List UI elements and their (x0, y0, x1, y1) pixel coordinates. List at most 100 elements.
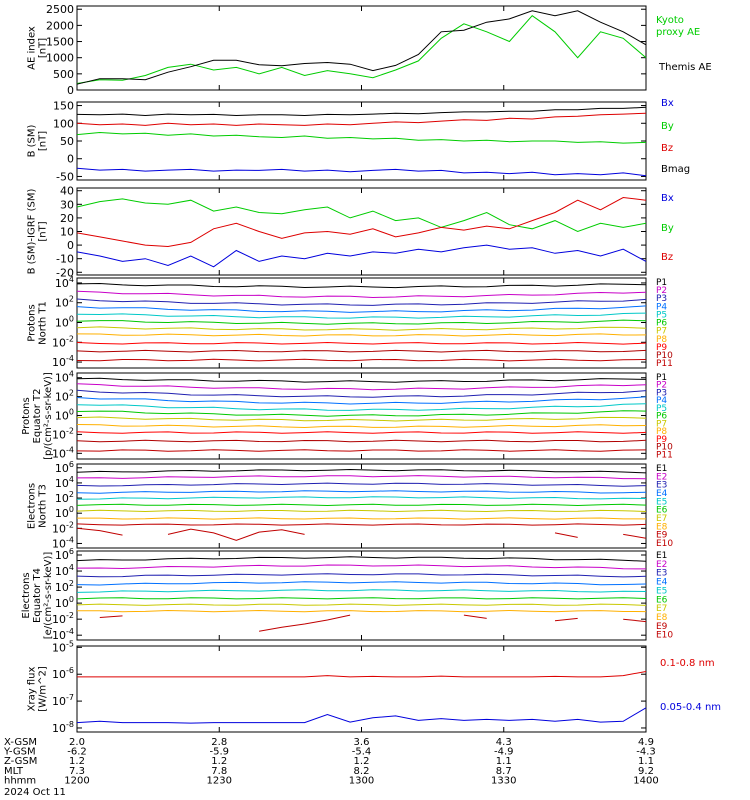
channel-line-e4 (76, 581, 647, 586)
legend-channel-p1: P1 (656, 278, 667, 288)
y-axis-label: ProtonsEquator T2[p/(cm²-s-sr-keV)] (21, 372, 54, 460)
y-tick-label: 100 (55, 505, 74, 520)
series-line-bz (76, 112, 647, 126)
legend-xray-band: 0.1-0.8 nm (660, 658, 715, 669)
channel-line-e7 (76, 603, 647, 606)
panel-b-sm: 150 100 50 0 -50 B (SM)[nT] Bx By Bz Bmag (27, 98, 691, 183)
x-axis-value: 1200 (64, 775, 89, 786)
channel-line-e3 (76, 573, 647, 578)
y-tick-label: 10-6 (52, 666, 74, 681)
legend-channel-e9: E9 (656, 622, 668, 632)
y-axis-label: B (SM)[nT] (27, 124, 49, 157)
y-tick-label: 2000 (46, 19, 74, 32)
legend-channel-p4: P4 (656, 302, 667, 312)
y-tick-label: 100 (55, 595, 74, 610)
y-tick-label: 102 (55, 579, 74, 594)
legend-channel-e8: E8 (656, 613, 668, 623)
x-axis-value: 8.2 (354, 766, 370, 777)
x-axis-value: 8.7 (496, 766, 512, 777)
y-tick-label: 1500 (46, 36, 74, 49)
y-tick-label: -10 (56, 253, 74, 266)
channel-line-e8 (77, 609, 647, 613)
series-line-0-1-0-8-nm (77, 671, 647, 678)
y-tick-label: 100 (55, 315, 74, 330)
channel-line-p4 (76, 396, 647, 405)
x-axis-value: 1.2 (69, 756, 85, 767)
y-tick-label: 50 (60, 135, 74, 148)
legend-channel-e5: E5 (656, 586, 667, 596)
panel-frame (76, 645, 647, 733)
y-tick-label: 104 (55, 275, 74, 290)
legend-channel-e6: E6 (656, 595, 668, 605)
channel-line-p2 (76, 383, 647, 391)
panel-ae-index: 2500 2000 1500 1000 500 0 AE index[nT] (27, 3, 647, 97)
x-axis-value: 7.8 (211, 766, 227, 777)
series-line-themis-ae (76, 10, 647, 85)
x-axis-value: 3.6 (354, 737, 370, 748)
y-axis-label: Xray flux[W/m^2] (27, 666, 49, 712)
legend-channel-p11: P11 (656, 359, 673, 369)
channel-line-e9 (76, 523, 647, 526)
legend-channel-p10: P10 (656, 443, 673, 453)
x-axis-value: -5.9 (209, 747, 229, 758)
y-axis-label: AE index[nT] (27, 26, 49, 70)
legend-channel-e4: E4 (656, 578, 668, 588)
legend-kyoto-ae: Kyoto (656, 15, 684, 26)
y-tick-label: 10-2 (52, 611, 74, 626)
legend-channel-p5: P5 (656, 404, 667, 414)
channel-line-e10 (76, 527, 647, 541)
x-axis-row-label: Z-GSM (4, 756, 37, 767)
y-tick-label: -20 (56, 266, 74, 279)
y-tick-label: 10-5 (52, 639, 74, 654)
y-tick-label: 10-7 (52, 693, 74, 708)
legend-by: By (661, 223, 674, 234)
y-tick-label: 102 (55, 490, 74, 505)
x-axis-row-label: hhmm (4, 775, 36, 786)
channel-line-p1 (76, 377, 647, 383)
y-tick-label: 0 (67, 153, 74, 166)
series-line-0-05-0-4-nm (76, 707, 647, 724)
x-axis-row-label: Y-GSM (3, 747, 36, 758)
y-axis-label: ProtonsNorth T1 (27, 301, 49, 345)
series-line-bx (76, 244, 647, 268)
y-tick-label: 102 (55, 389, 74, 404)
legend-channel-e10: E10 (656, 631, 673, 641)
y-tick-label: 30 (60, 198, 74, 211)
channel-line-p2 (76, 290, 647, 299)
y-tick-label: 10-8 (52, 720, 74, 735)
y-tick-label: 150 (53, 100, 74, 113)
legend-channel-e3: E3 (656, 481, 667, 491)
series-line-bz (76, 196, 647, 248)
legend-channel-e9: E9 (656, 531, 668, 541)
legend-channel-e3: E3 (656, 569, 667, 579)
y-tick-label: 106 (55, 460, 74, 475)
legend-channel-p6: P6 (656, 412, 667, 422)
channel-line-p8 (76, 424, 647, 429)
date-label: 2024 Oct 11 (4, 787, 66, 798)
legend-channel-p9: P9 (656, 435, 667, 445)
y-tick-label: 2500 (46, 3, 74, 16)
legend-channel-e8: E8 (656, 522, 668, 532)
x-axis-value: -5.4 (352, 747, 372, 758)
legend-channel-p8: P8 (656, 335, 667, 345)
legend-channel-e5: E5 (656, 497, 667, 507)
y-tick-label: -50 (56, 170, 74, 183)
legend-channel-p11: P11 (656, 450, 673, 460)
y-tick-label: 10 (60, 226, 74, 239)
channel-line-e5 (76, 589, 647, 593)
y-tick-label: 102 (55, 295, 74, 310)
channel-line-e5 (76, 496, 647, 500)
channel-line-e2 (76, 475, 647, 480)
channel-line-p9 (76, 431, 647, 434)
legend-bx: Bx (661, 193, 674, 204)
y-tick-label: 40 (60, 185, 74, 198)
y-tick-label: 20 (60, 212, 74, 225)
y-axis-label: ElectronsNorth T3 (27, 483, 49, 529)
channel-line-p5 (76, 312, 647, 319)
x-axis-value: 1330 (491, 775, 516, 786)
